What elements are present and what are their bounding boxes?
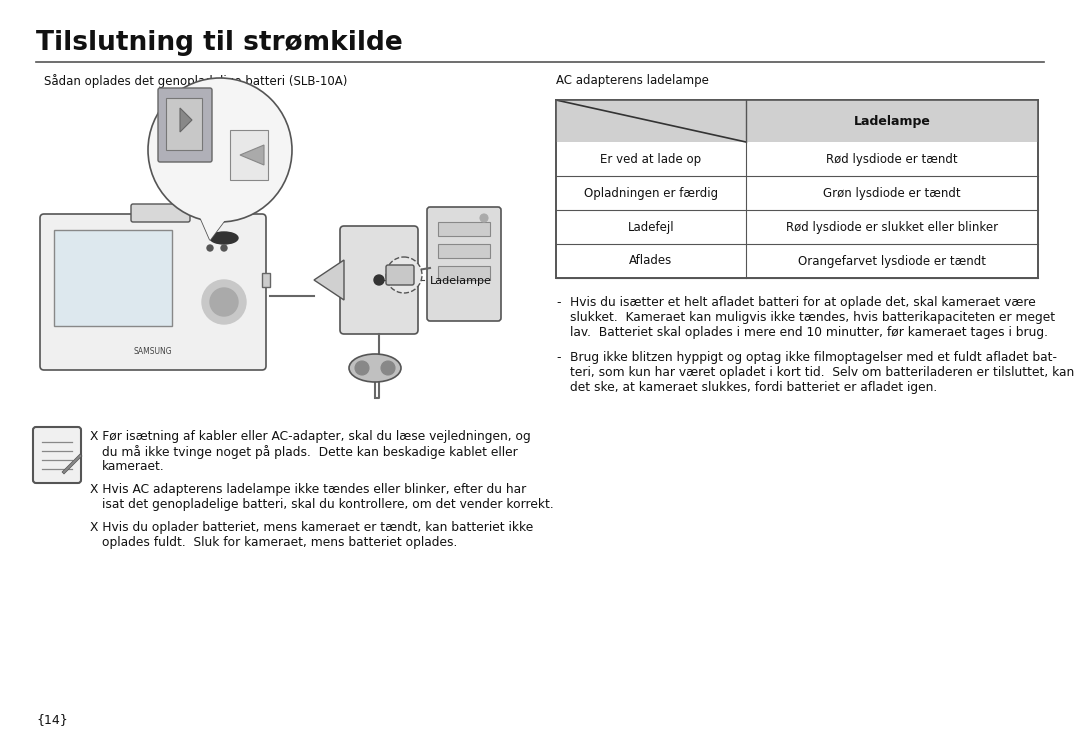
Text: Ladelampe: Ladelampe (430, 276, 491, 286)
Text: -: - (556, 296, 561, 309)
Text: Ladefejl: Ladefejl (627, 221, 674, 233)
Circle shape (210, 288, 238, 316)
FancyBboxPatch shape (427, 207, 501, 321)
Text: lav.  Batteriet skal oplades i mere end 10 minutter, før kameraet tages i brug.: lav. Batteriet skal oplades i mere end 1… (570, 326, 1048, 339)
FancyBboxPatch shape (131, 204, 190, 222)
Text: X Hvis AC adapterens ladelampe ikke tændes eller blinker, efter du har: X Hvis AC adapterens ladelampe ikke tænd… (90, 483, 526, 496)
Text: isat det genopladelige batteri, skal du kontrollere, om det vender korrekt.: isat det genopladelige batteri, skal du … (102, 498, 554, 511)
Text: {14}: {14} (36, 713, 68, 726)
FancyBboxPatch shape (340, 226, 418, 334)
Text: Er ved at lade op: Er ved at lade op (600, 152, 702, 166)
Bar (262, 273, 270, 287)
Polygon shape (200, 217, 225, 240)
Bar (54, 230, 172, 326)
Text: Opladningen er færdig: Opladningen er færdig (584, 186, 718, 199)
Text: X Før isætning af kabler eller AC-adapter, skal du læse vejledningen, og: X Før isætning af kabler eller AC-adapte… (90, 430, 530, 443)
Circle shape (207, 245, 213, 251)
Text: Aflades: Aflades (630, 254, 673, 268)
Circle shape (480, 214, 488, 222)
FancyBboxPatch shape (158, 88, 212, 162)
FancyBboxPatch shape (386, 265, 414, 285)
Text: +–: +– (391, 269, 404, 279)
Bar (556, 100, 1038, 278)
Bar (556, 100, 1038, 142)
Bar (438, 266, 490, 280)
Text: Ladelampe: Ladelampe (853, 114, 931, 128)
Circle shape (374, 275, 384, 285)
FancyBboxPatch shape (40, 214, 266, 370)
Text: Rød lysdiode er tændt: Rød lysdiode er tændt (826, 152, 958, 166)
Text: Rød lysdiode er slukket eller blinker: Rød lysdiode er slukket eller blinker (786, 221, 998, 233)
Text: Grøn lysdiode er tændt: Grøn lysdiode er tændt (823, 186, 961, 199)
Text: Tilslutning til strømkilde: Tilslutning til strømkilde (36, 30, 403, 56)
Bar (438, 222, 490, 236)
Circle shape (381, 361, 395, 375)
Circle shape (355, 361, 369, 375)
Bar (230, 130, 268, 180)
Text: Brug ikke blitzen hyppigt og optag ikke filmoptagelser med et fuldt afladet bat-: Brug ikke blitzen hyppigt og optag ikke … (570, 351, 1057, 364)
Text: oplades fuldt.  Sluk for kameraet, mens batteriet oplades.: oplades fuldt. Sluk for kameraet, mens b… (102, 536, 457, 549)
Text: -: - (556, 351, 561, 364)
Text: kameraet.: kameraet. (102, 460, 165, 473)
Polygon shape (314, 260, 345, 300)
Circle shape (148, 78, 292, 222)
Text: SAMSUNG: SAMSUNG (134, 347, 173, 356)
Circle shape (386, 257, 422, 293)
Polygon shape (180, 108, 192, 132)
Text: det ske, at kameraet slukkes, fordi batteriet er afladet igen.: det ske, at kameraet slukkes, fordi batt… (570, 381, 937, 394)
Text: Sådan oplades det genopladelige batteri (SLB-10A): Sådan oplades det genopladelige batteri … (44, 74, 348, 88)
Text: AC adapterens ladelampe: AC adapterens ladelampe (556, 74, 708, 87)
Polygon shape (240, 145, 264, 165)
Text: teri, som kun har været opladet i kort tid.  Selv om batteriladeren er tilslutte: teri, som kun har været opladet i kort t… (570, 366, 1075, 379)
Text: du må ikke tvinge noget på plads.  Dette kan beskadige kablet eller: du må ikke tvinge noget på plads. Dette … (102, 445, 517, 459)
Bar (438, 244, 490, 258)
Text: Orangefarvet lysdiode er tændt: Orangefarvet lysdiode er tændt (798, 254, 986, 268)
Ellipse shape (210, 232, 238, 244)
FancyBboxPatch shape (33, 427, 81, 483)
Text: X Hvis du oplader batteriet, mens kameraet er tændt, kan batteriet ikke: X Hvis du oplader batteriet, mens kamera… (90, 521, 534, 534)
Bar (166, 98, 202, 150)
Ellipse shape (349, 354, 401, 382)
Text: slukket.  Kameraet kan muligvis ikke tændes, hvis batterikapaciteten er meget: slukket. Kameraet kan muligvis ikke tænd… (570, 311, 1055, 324)
Polygon shape (200, 217, 225, 240)
Circle shape (202, 280, 246, 324)
Text: Hvis du isætter et helt afladet batteri for at oplade det, skal kameraet være: Hvis du isætter et helt afladet batteri … (570, 296, 1036, 309)
Circle shape (221, 245, 227, 251)
